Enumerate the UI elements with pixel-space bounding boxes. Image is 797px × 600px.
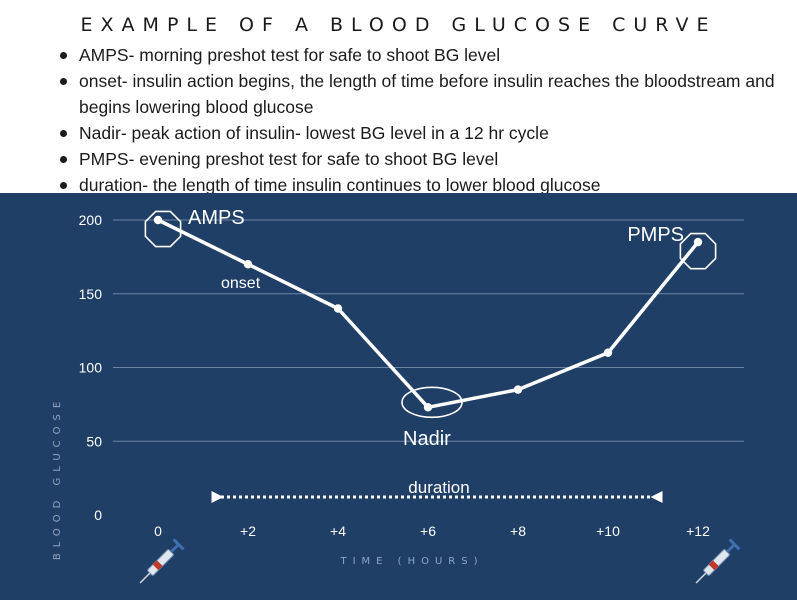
nadir-highlight-ellipse: [401, 386, 463, 419]
definition-duration: duration- the length of time insulin con…: [55, 172, 795, 198]
definition-onset: onset- insulin action begins, the length…: [55, 68, 795, 120]
chart-panel: 0 50 100 150 200 0 +2 +4 +6 +8 +10 +12 AMPS onset Na…: [0, 193, 797, 600]
glucose-series-line: [156, 218, 700, 410]
data-point: [513, 385, 523, 394]
data-point: [423, 403, 433, 412]
syringe-icon: [695, 538, 741, 584]
data-point: [603, 348, 613, 357]
y-tick-label: 100: [79, 360, 103, 376]
blood-glucose-chart: 0 50 100 150 200 0 +2 +4 +6 +8 +10 +12 AMPS onset Na…: [52, 207, 744, 584]
x-tick-label: +12: [686, 523, 710, 539]
page-title: EXAMPLE OF A BLOOD GLUCOSE CURVE: [80, 14, 717, 36]
y-tick-label: 0: [94, 507, 102, 523]
duration-label: duration: [408, 478, 469, 497]
x-tick-label: +4: [330, 523, 346, 539]
header-section: EXAMPLE OF A BLOOD GLUCOSE CURVE AMPS- m…: [0, 0, 797, 195]
x-tick-label: 0: [154, 523, 162, 539]
y-axis-label: BLOOD GLUCOSE: [52, 396, 63, 560]
definition-list: AMPS- morning preshot test for safe to s…: [55, 42, 795, 198]
pmps-label: PMPS: [627, 224, 684, 246]
data-point: [243, 260, 253, 269]
onset-label: onset: [221, 275, 261, 292]
data-point: [153, 215, 163, 225]
x-tick-label: +2: [240, 523, 256, 539]
x-tick-label: +6: [420, 523, 436, 539]
x-axis-label: TIME (HOURS): [340, 556, 484, 567]
y-tick-label: 150: [79, 286, 103, 302]
data-point: [693, 237, 703, 247]
y-tick-label: 50: [86, 433, 102, 449]
data-point: [333, 304, 343, 313]
amps-label: AMPS: [188, 207, 245, 229]
y-tick-label: 200: [79, 212, 103, 228]
definition-pmps: PMPS- evening preshot test for safe to s…: [55, 146, 795, 172]
definition-amps: AMPS- morning preshot test for safe to s…: [55, 42, 795, 68]
syringe-icon: [139, 538, 185, 584]
definition-nadir: Nadir- peak action of insulin- lowest BG…: [55, 120, 795, 146]
pmps-highlight-octagon: [679, 232, 717, 270]
amps-highlight-octagon: [144, 210, 182, 248]
x-tick-label: +8: [510, 523, 526, 539]
x-tick-label: +10: [596, 523, 620, 539]
nadir-label: Nadir: [403, 428, 451, 450]
